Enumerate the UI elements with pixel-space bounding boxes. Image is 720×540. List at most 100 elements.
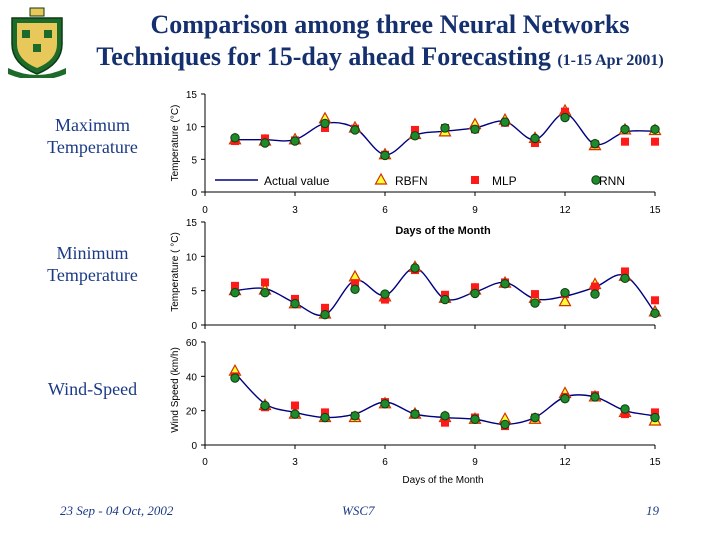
mlp-point-max [621, 137, 629, 146]
rnn-point-max [590, 138, 600, 149]
y-axis-label-min: Temperature ( °C) [170, 232, 181, 312]
mlp-point-min [531, 290, 539, 299]
y-tick-label-min: 15 [186, 218, 198, 229]
rnn-point-min [530, 298, 540, 308]
rnn-point-wind [350, 411, 360, 421]
rnn-point-wind [380, 399, 390, 409]
rnn-point-min [560, 288, 570, 298]
rbfn-point-min [558, 294, 572, 307]
y-tick-label-max: 5 [191, 155, 197, 166]
title-main: Techniques for 15-day ahead Forecasting [96, 42, 551, 71]
row-label-line: Minimum [56, 243, 129, 263]
rnn-point-max [500, 117, 510, 127]
x-tick-label-wind: 3 [292, 457, 298, 468]
rnn-point-wind [620, 404, 630, 414]
rnn-point-wind [560, 393, 570, 404]
row-label-line: Wind-Speed [47, 379, 138, 399]
row-label-line: Temperature [47, 137, 138, 157]
mlp-point-min [321, 303, 329, 312]
row-label-min-temperature: Minimum Temperature [30, 242, 155, 286]
rnn-point-min [380, 289, 390, 299]
x-tick-label-wind: 15 [649, 457, 661, 468]
y-tick-label-wind: 60 [186, 338, 198, 349]
rnn-point-wind [290, 409, 300, 419]
rnn-point-min [620, 273, 630, 284]
rnn-point-max [350, 125, 360, 135]
rnn-point-wind [470, 414, 480, 424]
mlp-point-min [381, 295, 389, 304]
mlp-point-wind [651, 408, 659, 417]
legend-rbfn-label: RBFN [395, 174, 428, 188]
rnn-point-min [290, 299, 300, 309]
legend-mlp-marker [471, 176, 479, 184]
mlp-point-min [471, 283, 479, 292]
university-crest-logo [8, 7, 66, 78]
y-tick-label-wind: 40 [186, 372, 198, 383]
rnn-point-wind [320, 412, 330, 423]
y-axis-label-max: Temperature (°C) [170, 105, 181, 182]
x-tick-label-wind: 6 [382, 457, 388, 468]
rnn-point-max [560, 112, 570, 123]
y-tick-label-min: 10 [186, 252, 198, 263]
rnn-point-wind [260, 400, 270, 411]
y-tick-label-wind: 0 [191, 441, 197, 452]
legend-actual-label: Actual value [264, 174, 330, 188]
rnn-point-min [350, 284, 360, 294]
rnn-point-wind [590, 392, 600, 402]
rnn-point-wind [440, 411, 450, 421]
rnn-point-wind [230, 373, 240, 383]
y-axis-label-wind: Wind Speed (km/h) [170, 347, 181, 433]
mlp-point-min [291, 294, 299, 303]
rnn-point-max [440, 123, 450, 133]
rnn-point-max [620, 124, 630, 134]
y-tick-label-max: 10 [186, 123, 198, 134]
mlp-point-min [261, 278, 269, 287]
slide-title-line1: Comparison among three Neural Networks [150, 10, 630, 39]
rnn-point-min [650, 308, 660, 319]
legend-rbfn-marker [374, 172, 388, 185]
mlp-point-min [621, 267, 629, 276]
rnn-point-wind [410, 409, 420, 419]
title-date-range: (1-15 Apr 2001) [557, 52, 664, 69]
rnn-point-max [230, 133, 240, 143]
slide-title-line2: Techniques for 15-day ahead Forecasting … [20, 42, 720, 76]
row-label-line: Temperature [47, 265, 138, 285]
y-tick-label-min: 0 [191, 321, 197, 332]
mlp-point-wind [441, 418, 449, 427]
rnn-point-max [650, 124, 660, 134]
rnn-point-min [440, 294, 450, 305]
mlp-point-wind [291, 401, 299, 410]
x-axis-label-wind: Days of the Month [402, 475, 483, 486]
rnn-point-max [290, 136, 300, 146]
x-tick-label-max: 12 [559, 205, 571, 216]
rnn-point-wind [500, 419, 510, 430]
mlp-point-max [561, 107, 569, 116]
rnn-point-min [260, 288, 270, 298]
legend-mlp-label: MLP [492, 174, 517, 188]
mlp-point-wind [621, 410, 629, 419]
footer-page-number: 19 [646, 503, 659, 518]
rnn-point-min [500, 279, 510, 289]
rnn-point-wind [530, 412, 540, 423]
rnn-point-min [410, 263, 420, 273]
y-tick-label-max: 15 [186, 90, 198, 101]
x-tick-label-max: 0 [202, 205, 208, 216]
rnn-point-wind [650, 412, 660, 423]
x-tick-label-max: 15 [649, 205, 661, 216]
rnn-point-max [320, 118, 330, 129]
rnn-point-min [470, 288, 480, 299]
rnn-point-min [590, 289, 600, 299]
mlp-point-wind [321, 408, 329, 417]
rnn-point-max [380, 150, 390, 161]
rnn-point-max [260, 138, 270, 148]
x-tick-label-max: 6 [382, 205, 388, 216]
x-tick-label-wind: 9 [472, 457, 478, 468]
mlp-point-min [591, 282, 599, 291]
legend-rnn-label: RNN [599, 174, 625, 188]
footer-conference: WSC7 [342, 503, 375, 518]
x-tick-label-wind: 0 [202, 457, 208, 468]
x-tick-label-max: 9 [472, 205, 478, 216]
x-axis-label-max: Days of the Month [395, 225, 491, 237]
rnn-point-min [320, 310, 330, 320]
